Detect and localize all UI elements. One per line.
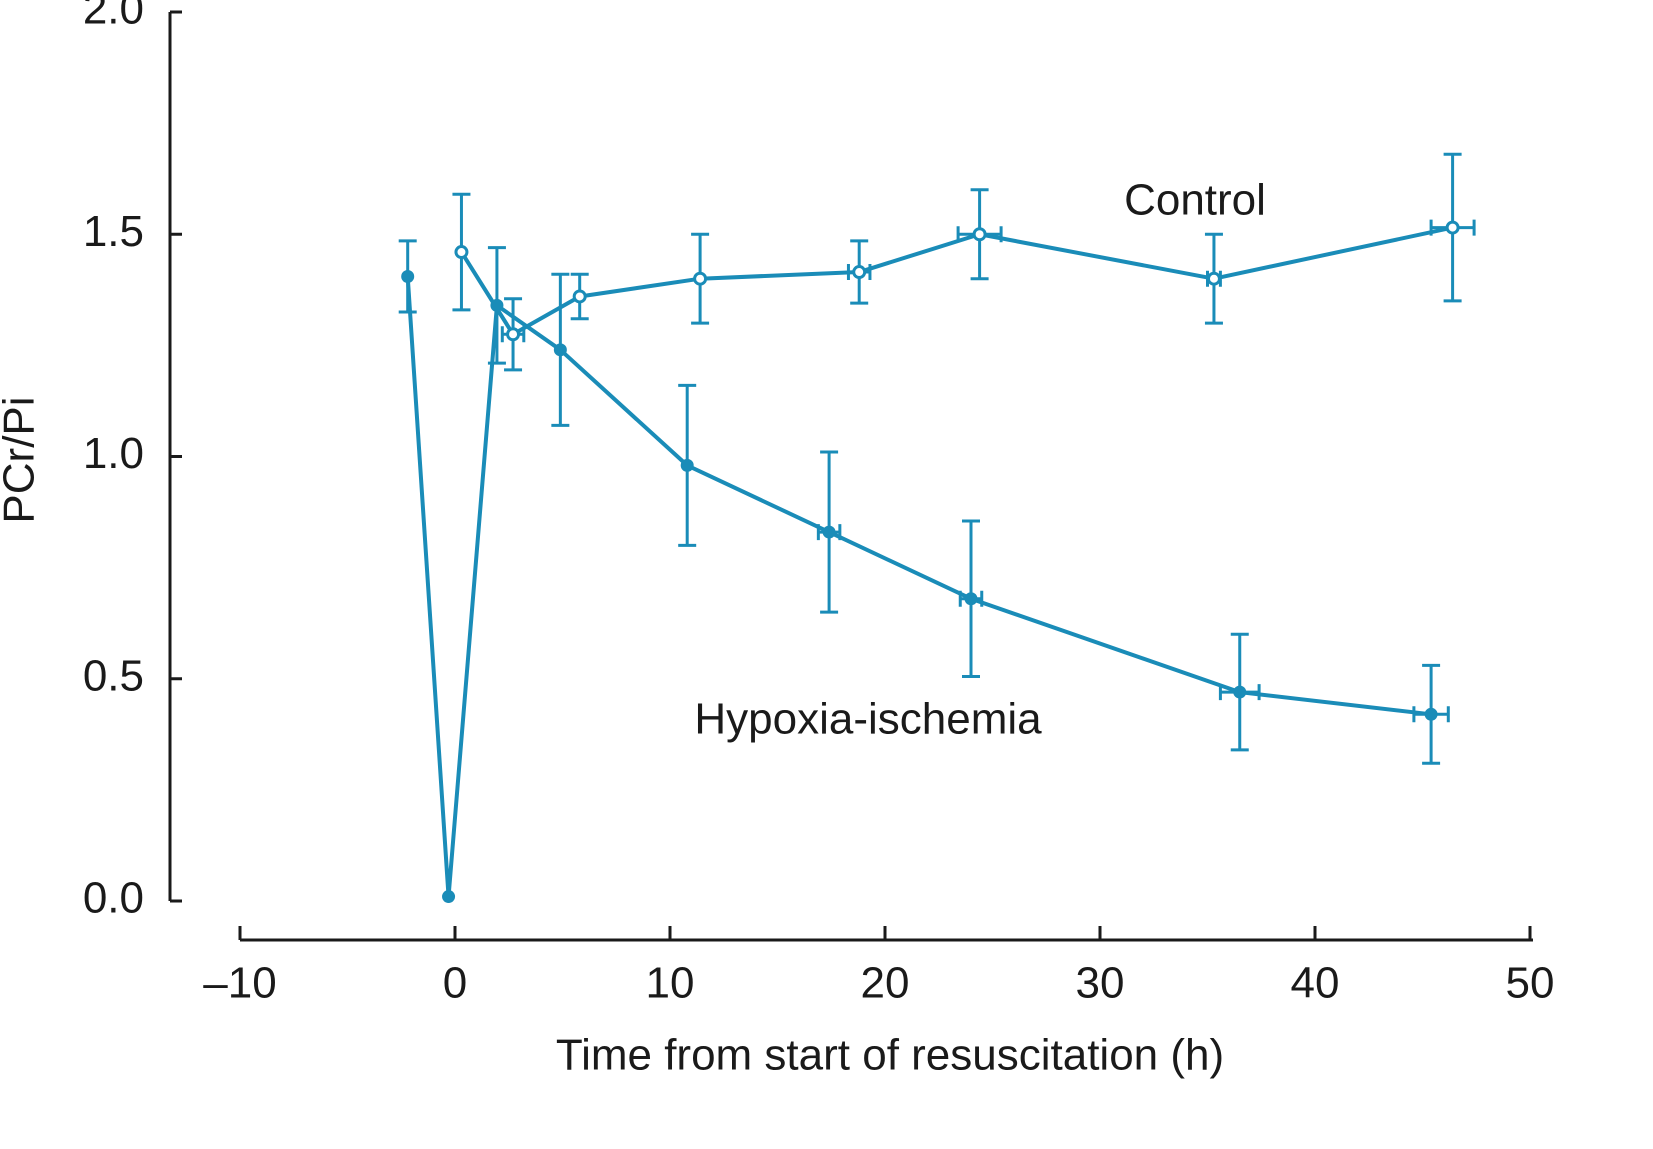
x-tick-label: 0	[443, 959, 467, 1008]
x-tick-label: 30	[1076, 959, 1125, 1008]
y-tick-label: 0.0	[83, 874, 144, 923]
point	[693, 271, 708, 286]
point	[1424, 707, 1438, 721]
point	[964, 592, 978, 606]
point	[506, 327, 521, 342]
x-tick-label: 50	[1506, 959, 1555, 1008]
series-label: Hypoxia-ischemia	[694, 695, 1042, 744]
point	[490, 298, 504, 312]
point	[401, 269, 415, 283]
y-axis-title: PCr/Pi	[0, 396, 44, 523]
x-axis-title: Time from start of resuscitation (h)	[556, 1031, 1224, 1080]
x-tick-label: 40	[1291, 959, 1340, 1008]
x-tick-label: –10	[203, 959, 276, 1008]
x-tick-label: 10	[646, 959, 695, 1008]
point	[852, 265, 867, 280]
point	[1445, 220, 1460, 235]
point	[553, 343, 567, 357]
series-line	[459, 225, 1454, 337]
y-tick-label: 1.5	[83, 207, 144, 256]
point	[454, 245, 469, 260]
point	[680, 458, 694, 472]
point	[972, 227, 987, 242]
point	[1206, 271, 1221, 286]
y-tick-label: 1.0	[83, 429, 144, 478]
y-tick-label: 0.5	[83, 651, 144, 700]
point	[1233, 685, 1247, 699]
point	[822, 525, 836, 539]
x-tick-label: 20	[861, 959, 910, 1008]
series-label: Control	[1124, 176, 1266, 225]
point	[572, 289, 587, 304]
y-tick-label: 2.0	[83, 0, 144, 34]
point	[442, 890, 456, 904]
